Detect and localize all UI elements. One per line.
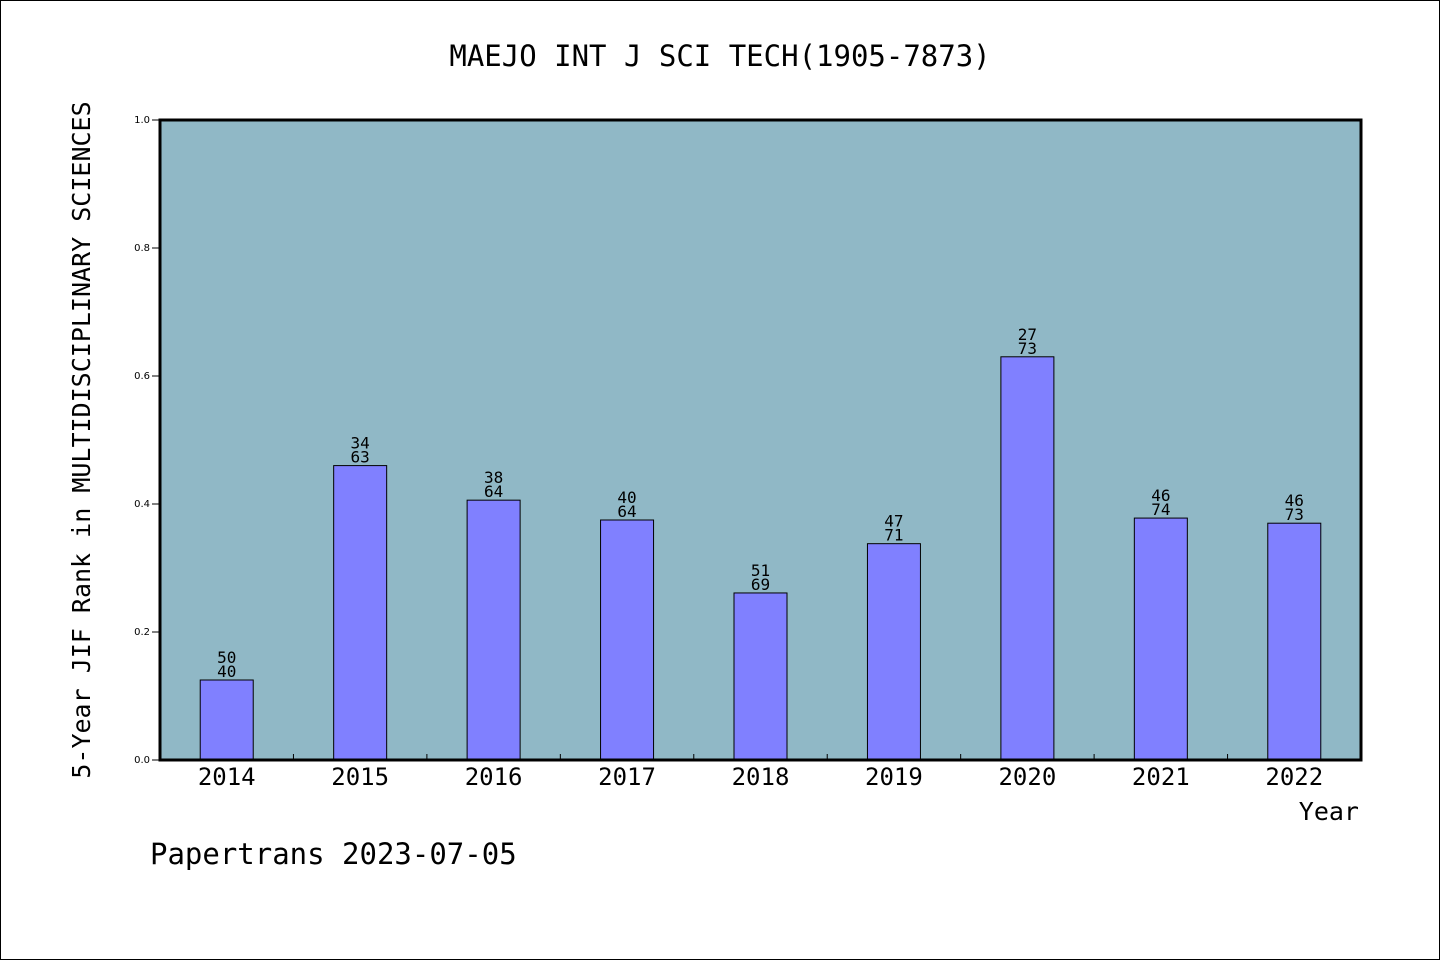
y-tick-label: 0.4	[134, 499, 150, 510]
bar-label-rank: 27	[1018, 325, 1037, 344]
x-tick-label: 2014	[198, 763, 256, 791]
bar-label-total: 64	[617, 502, 636, 521]
bar-label-rank: 46	[1151, 486, 1170, 505]
y-tick-label: 0.6	[134, 371, 150, 382]
x-tick-label: 2018	[732, 763, 790, 791]
bar-2014	[199, 679, 254, 761]
bar-label-total: 40	[217, 662, 236, 681]
x-tick-label: 2017	[598, 763, 656, 791]
x-tick-label: 2016	[465, 763, 523, 791]
bar-2022	[1267, 522, 1322, 761]
bar-label-rank: 40	[617, 488, 636, 507]
y-axis-title: 5-Year JIF Rank in MULTIDISCIPLINARY SCI…	[67, 101, 96, 778]
y-tick-label: 1.0	[134, 115, 150, 126]
x-tick-label: 2019	[865, 763, 923, 791]
bar-2020	[1000, 356, 1055, 761]
bar-label-total: 71	[884, 526, 903, 545]
x-axis: 2014 2015 2016 2017 2018 2019 2020 2021 2022	[198, 754, 1323, 791]
y-tick-label: 0.0	[134, 755, 150, 766]
bar-2019	[866, 543, 921, 761]
bar-2018	[733, 592, 788, 761]
bar-label-total: 73	[1018, 339, 1037, 358]
bar-label-rank: 34	[351, 434, 370, 453]
bar-2016	[466, 499, 521, 761]
bar-label-rank: 50	[217, 648, 236, 667]
y-tick-label: 0.8	[134, 243, 150, 254]
bar-label-total: 63	[351, 448, 370, 467]
x-tick-label: 2020	[998, 763, 1056, 791]
y-axis: 0.0 0.2 0.4 0.6 0.8 1.0	[134, 115, 160, 766]
bar-label-total: 64	[484, 482, 503, 501]
bar-2017	[600, 519, 655, 761]
y-tick-label: 0.2	[134, 627, 150, 638]
bar-label-rank: 46	[1285, 491, 1304, 510]
x-tick-label: 2022	[1265, 763, 1323, 791]
bars	[199, 356, 1322, 761]
x-tick-label: 2015	[331, 763, 389, 791]
bar-label-rank: 51	[751, 561, 770, 580]
bar-label-total: 69	[751, 575, 770, 594]
bar-2015	[333, 465, 388, 761]
bar-label-total: 74	[1151, 500, 1170, 519]
footer-credit: Papertrans 2023-07-05	[150, 837, 517, 871]
chart-title: MAEJO INT J SCI TECH(1905-7873)	[449, 39, 990, 73]
x-tick-label: 2021	[1132, 763, 1190, 791]
bar-label-rank: 47	[884, 512, 903, 531]
plot-border	[158, 118, 1363, 762]
bar-label-rank: 38	[484, 468, 503, 487]
bar-label-total: 73	[1285, 505, 1304, 524]
x-axis-title: Year	[1299, 797, 1359, 826]
bar-2021	[1133, 517, 1188, 761]
